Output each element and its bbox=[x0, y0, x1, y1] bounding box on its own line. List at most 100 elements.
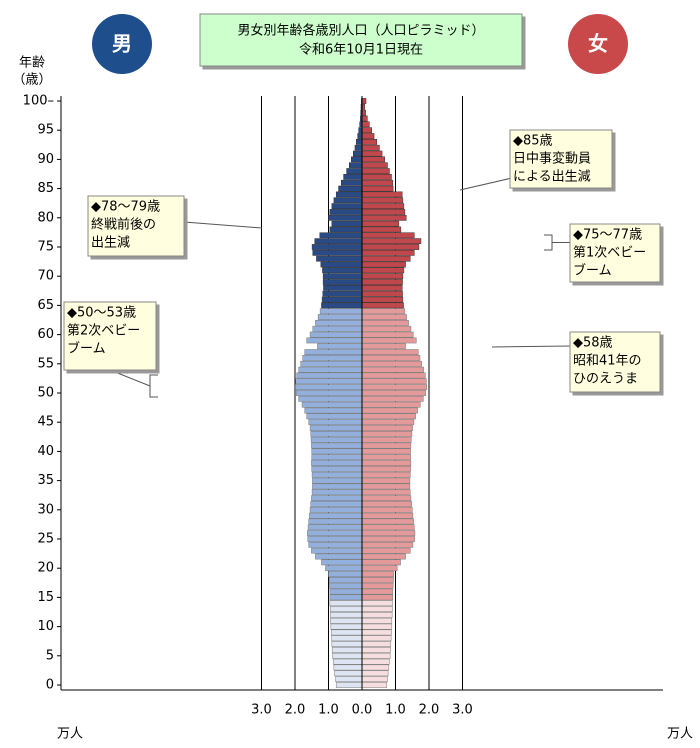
y-tick-label: 30 bbox=[37, 502, 54, 517]
annotation-text: による出生減 bbox=[513, 169, 591, 185]
bar bbox=[361, 541, 414, 548]
bar bbox=[361, 238, 422, 245]
annotation-text: 第1次ベビー bbox=[573, 245, 646, 261]
bar bbox=[322, 273, 363, 280]
bar bbox=[361, 647, 391, 653]
bar bbox=[361, 506, 413, 513]
bar bbox=[307, 530, 363, 537]
x-tick-label: 2.0 bbox=[419, 703, 440, 718]
bar bbox=[361, 658, 390, 665]
bar bbox=[361, 244, 420, 250]
bar bbox=[361, 425, 413, 431]
annotation-box bbox=[63, 301, 157, 371]
bar bbox=[361, 273, 404, 280]
bar bbox=[361, 349, 419, 355]
legend-label: 女 bbox=[588, 32, 608, 56]
y-tick-label: 80 bbox=[37, 210, 54, 225]
bar bbox=[361, 390, 426, 396]
bar bbox=[308, 518, 363, 525]
y-tick-label: 15 bbox=[37, 590, 54, 605]
bar bbox=[311, 471, 363, 478]
bar bbox=[361, 682, 388, 688]
bar bbox=[361, 98, 367, 104]
bar bbox=[321, 296, 363, 303]
bar bbox=[309, 506, 363, 513]
annotation-text: ◆85歳 bbox=[513, 134, 553, 149]
bar bbox=[330, 617, 363, 624]
x-tick-label: 0.0 bbox=[352, 703, 373, 718]
bar bbox=[361, 536, 415, 542]
bar bbox=[361, 214, 407, 221]
bar bbox=[361, 232, 415, 239]
annotation-text: 日中事変動員 bbox=[513, 151, 591, 167]
x-unit: 万人 bbox=[667, 727, 693, 742]
annotation-text: ◆50～53歳 bbox=[67, 306, 136, 321]
bar bbox=[361, 442, 412, 449]
bar bbox=[361, 652, 391, 659]
bar bbox=[361, 337, 417, 344]
bar bbox=[361, 635, 392, 642]
bar bbox=[361, 139, 377, 145]
bar bbox=[361, 612, 393, 618]
bar bbox=[307, 536, 363, 542]
bar bbox=[361, 477, 411, 484]
bar bbox=[361, 366, 424, 373]
bar bbox=[361, 530, 416, 537]
annotation-pointer bbox=[459, 177, 513, 191]
chart-title: 男女別年齢各歳別人口（人口ピラミッド） bbox=[237, 23, 484, 39]
y-tick-label: 20 bbox=[37, 561, 54, 576]
bar bbox=[330, 612, 363, 618]
annotation-text: 出生減 bbox=[91, 235, 130, 251]
y-tick-label: 5 bbox=[46, 648, 54, 663]
x-tick-label: 1.0 bbox=[385, 703, 406, 718]
bar bbox=[296, 372, 363, 379]
bar bbox=[361, 483, 411, 490]
bar bbox=[328, 571, 363, 577]
bar bbox=[311, 244, 363, 250]
bar bbox=[361, 594, 394, 601]
bar bbox=[312, 483, 363, 490]
annotation-text: ブーム bbox=[573, 263, 612, 279]
bar bbox=[335, 682, 363, 688]
bar bbox=[361, 553, 406, 560]
annotation-text: 終戦前後の bbox=[91, 217, 156, 233]
annotation-pointer bbox=[109, 369, 151, 387]
bar bbox=[361, 501, 412, 507]
bar bbox=[340, 179, 363, 186]
badge bbox=[568, 14, 628, 74]
y-tick-label: 75 bbox=[37, 240, 54, 255]
annotation-text: 昭和41年の bbox=[573, 354, 642, 369]
bar bbox=[361, 460, 412, 466]
y-tick-label: 35 bbox=[37, 473, 54, 488]
bar bbox=[329, 582, 363, 589]
bar bbox=[361, 524, 415, 531]
bar bbox=[361, 360, 422, 367]
bar bbox=[361, 518, 414, 525]
bar bbox=[311, 460, 363, 466]
bar bbox=[319, 308, 363, 315]
bar bbox=[361, 255, 411, 262]
x-tick-label: 2.0 bbox=[285, 703, 306, 718]
bar bbox=[361, 547, 411, 554]
bar bbox=[335, 676, 363, 683]
bar bbox=[361, 209, 406, 215]
bar bbox=[361, 355, 421, 361]
bar bbox=[314, 238, 363, 245]
title-box bbox=[199, 13, 523, 67]
bar bbox=[361, 407, 418, 414]
bar bbox=[361, 623, 393, 630]
y-axis-label: 年齢 bbox=[19, 56, 45, 71]
bar bbox=[332, 652, 363, 659]
bar bbox=[361, 197, 404, 204]
bar bbox=[331, 220, 363, 227]
bar bbox=[361, 296, 404, 303]
y-tick-label: 65 bbox=[37, 298, 54, 313]
annotation-pointer bbox=[491, 345, 571, 348]
bar bbox=[311, 466, 363, 472]
annotation-box bbox=[87, 195, 185, 257]
bar bbox=[311, 442, 363, 449]
x-tick-label: 3.0 bbox=[452, 703, 473, 718]
bar bbox=[361, 600, 393, 607]
bar bbox=[310, 436, 363, 443]
bar bbox=[361, 144, 380, 151]
